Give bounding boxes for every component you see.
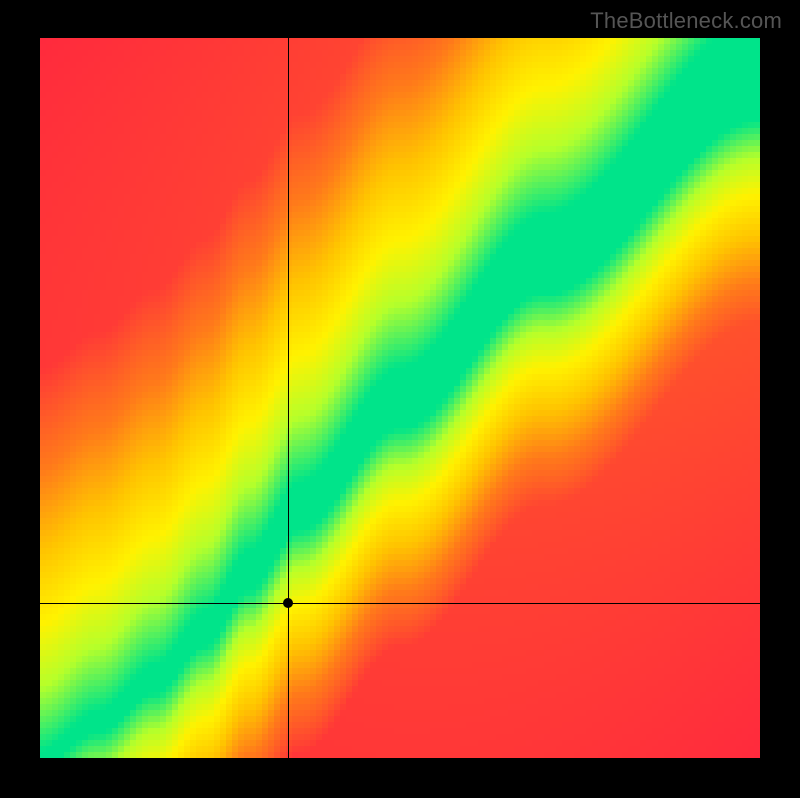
frame-bottom: [0, 758, 800, 798]
heatmap-canvas: [40, 38, 760, 758]
marker-dot: [283, 598, 293, 608]
chart-container: TheBottleneck.com: [0, 0, 800, 800]
frame-left: [0, 0, 40, 798]
frame-right: [760, 0, 800, 798]
watermark-text: TheBottleneck.com: [590, 8, 782, 34]
crosshair-vertical: [288, 38, 289, 758]
crosshair-horizontal: [40, 603, 760, 604]
